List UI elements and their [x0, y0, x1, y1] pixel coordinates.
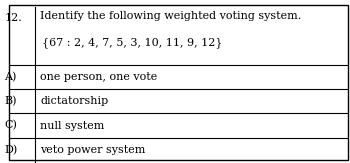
Text: B): B)	[4, 96, 17, 107]
Text: one person, one vote: one person, one vote	[40, 72, 158, 82]
FancyBboxPatch shape	[9, 5, 348, 160]
Text: dictatorship: dictatorship	[40, 96, 108, 106]
Text: Identify the following weighted voting system.: Identify the following weighted voting s…	[40, 11, 301, 21]
Text: D): D)	[4, 144, 18, 155]
Text: {67 : 2, 4, 7, 5, 3, 10, 11, 9, 12}: {67 : 2, 4, 7, 5, 3, 10, 11, 9, 12}	[42, 37, 223, 48]
Text: veto power system: veto power system	[40, 145, 146, 155]
Text: A): A)	[4, 72, 16, 82]
Text: 12.: 12.	[4, 13, 22, 23]
Text: C): C)	[4, 120, 17, 131]
Text: null system: null system	[40, 120, 105, 131]
